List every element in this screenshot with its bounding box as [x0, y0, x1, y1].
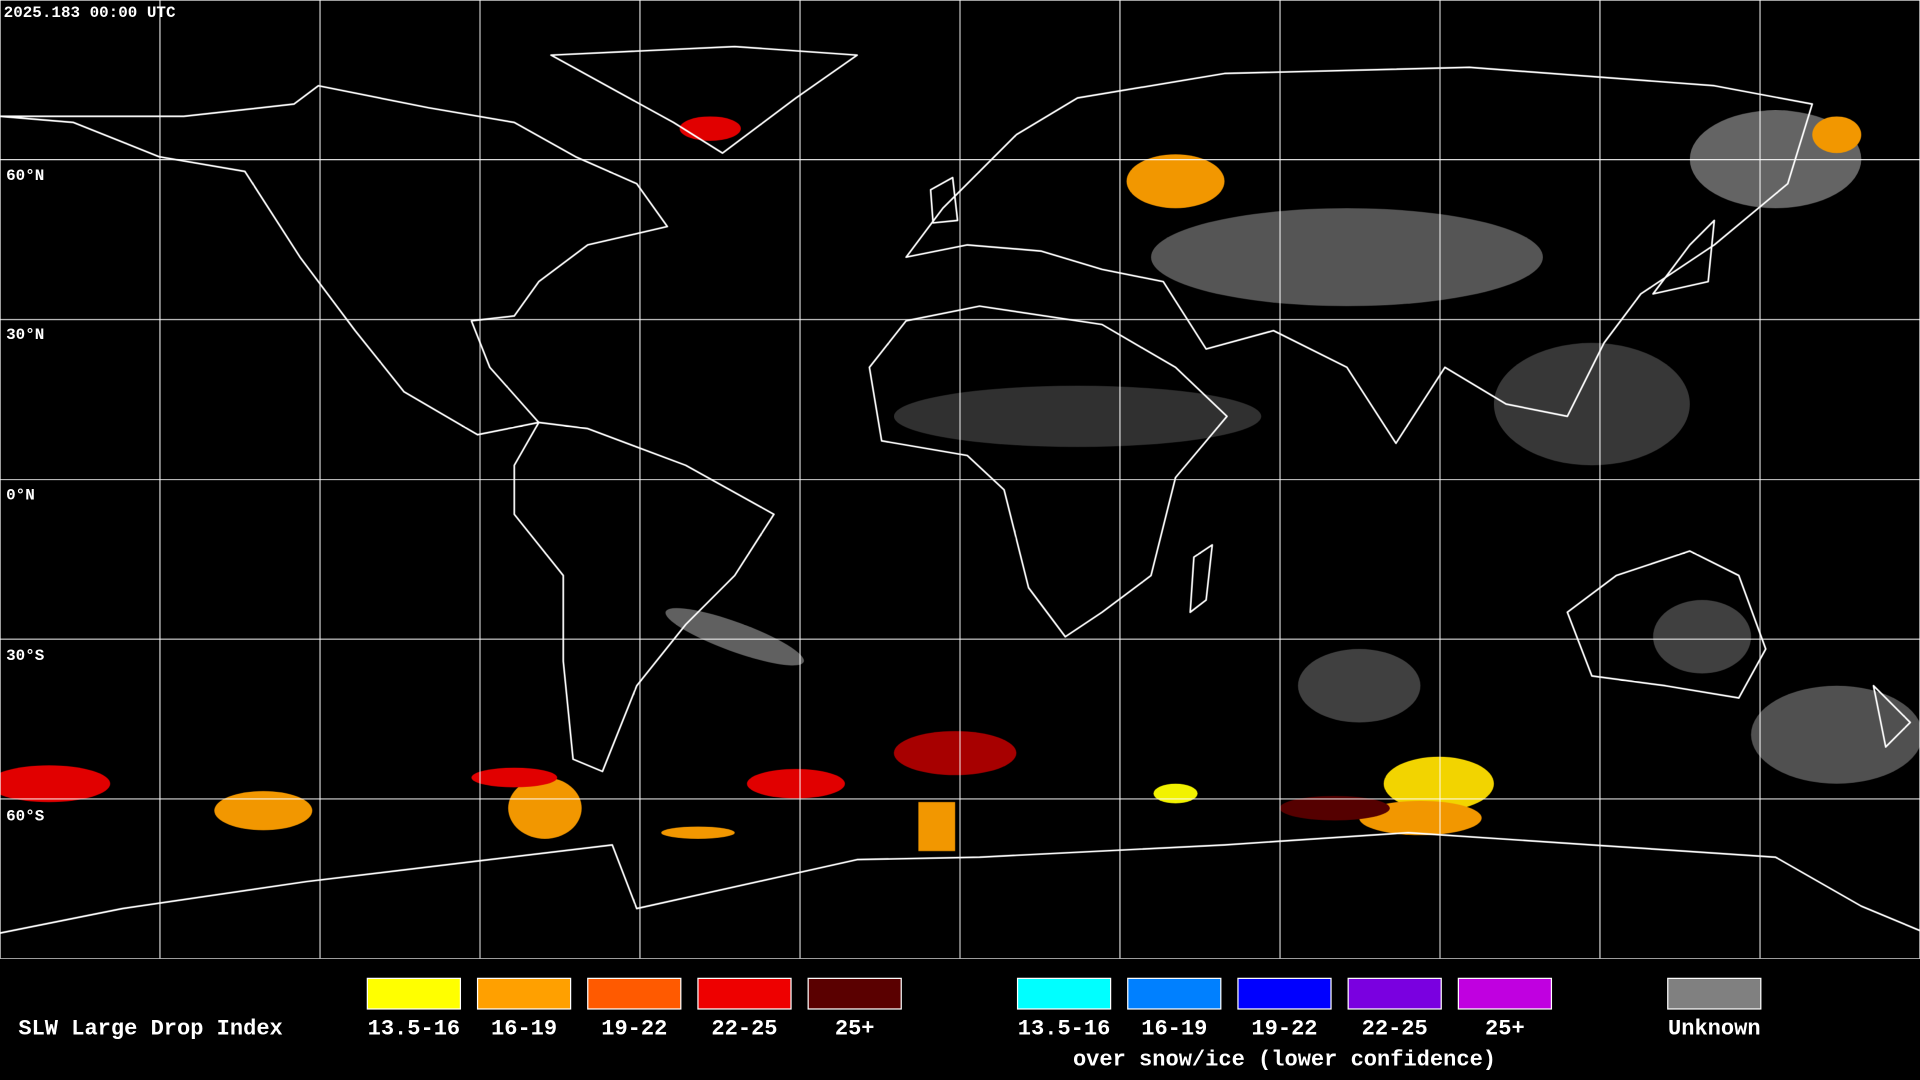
- legend-label: 19-22: [1251, 1017, 1317, 1042]
- legend-label: 19-22: [601, 1017, 667, 1042]
- lat-label: 30°N: [6, 326, 44, 344]
- coastlines: [0, 45, 1920, 934]
- coastline: [1652, 219, 1716, 295]
- legend-swatch: [587, 977, 682, 1010]
- coastline: [1566, 550, 1767, 699]
- legend-swatch: [1127, 977, 1222, 1010]
- drop-cloud: [1383, 756, 1494, 811]
- legend-label: 22-25: [1362, 1017, 1428, 1042]
- drop-cloud: [918, 802, 956, 852]
- legend-label: 13.5-16: [368, 1017, 461, 1042]
- legend-swatch: [697, 977, 792, 1010]
- legend: 13.5-16 16-19 19-22 22-25 25+ 13.5-16 16-19 19-…: [366, 977, 1762, 1072]
- unknown-cloud: [1653, 600, 1752, 674]
- drop-cloud: [746, 768, 845, 799]
- lat-label: 0°N: [6, 487, 35, 505]
- drop-cloud: [679, 116, 741, 141]
- cloud-field: [0, 110, 1920, 852]
- unknown-cloud: [665, 608, 804, 666]
- drop-cloud: [214, 791, 313, 831]
- drop-cloud: [1126, 154, 1225, 209]
- legend-swatch: [807, 977, 902, 1010]
- legend-swatch: [476, 977, 572, 1010]
- legend-label: 25+: [835, 1017, 875, 1042]
- legend-swatch: [1457, 977, 1553, 1010]
- unknown-cloud: [1751, 685, 1920, 784]
- coastline: [868, 305, 1228, 638]
- coastline: [1189, 544, 1214, 614]
- unknown-cloud: [893, 385, 1262, 447]
- graticule: [0, 0, 1920, 959]
- coastline: [1872, 684, 1912, 748]
- timestamp: 2025.183 00:00 UTC: [4, 4, 176, 22]
- legend-swatch: [1237, 977, 1332, 1010]
- legend-label: 16-19: [491, 1017, 557, 1042]
- legend-label: 16-19: [1141, 1017, 1207, 1042]
- drop-cloud: [1153, 783, 1198, 804]
- coastline: [513, 421, 775, 773]
- coastline: [929, 176, 959, 224]
- legend-panel: [0, 958, 1920, 1080]
- drop-cloud: [893, 731, 1017, 776]
- coastline: [0, 831, 1920, 934]
- coastline: [550, 45, 858, 154]
- drop-cloud: [471, 767, 558, 788]
- unknown-cloud: [1493, 342, 1690, 466]
- legend-swatch: [1347, 977, 1442, 1010]
- drop-cloud: [0, 765, 111, 803]
- legend-label: 22-25: [711, 1017, 777, 1042]
- legend-title: SLW Large Drop Index: [18, 1017, 282, 1042]
- legend-swatch: [1016, 977, 1112, 1010]
- coastline: [905, 66, 1814, 445]
- legend-caption: over snow/ice (lower confidence): [1073, 1047, 1496, 1072]
- legend-label: 25+: [1485, 1017, 1525, 1042]
- unknown-cloud: [1151, 208, 1543, 307]
- unknown-cloud: [1297, 648, 1421, 723]
- legend-swatch: [366, 977, 462, 1010]
- drop-cloud: [1359, 800, 1482, 836]
- lat-label: 60°S: [6, 807, 45, 825]
- legend-swatch: [1667, 977, 1762, 1010]
- coastline: [0, 84, 669, 436]
- drop-cloud: [661, 826, 735, 839]
- lat-label: 60°N: [6, 167, 44, 185]
- legend-label: Unknown: [1668, 1017, 1761, 1042]
- legend-label: 13.5-16: [1018, 1017, 1111, 1042]
- drop-cloud: [1812, 116, 1862, 154]
- drop-cloud: [1279, 795, 1390, 821]
- lat-label: 30°S: [6, 647, 45, 665]
- drop-cloud: [508, 777, 582, 839]
